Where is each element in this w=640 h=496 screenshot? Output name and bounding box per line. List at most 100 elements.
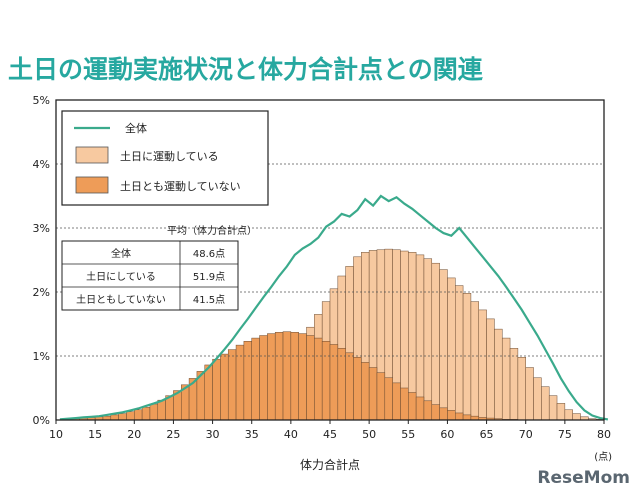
x-tick-label: 20 (127, 428, 141, 441)
bar-inactive (376, 372, 386, 421)
y-tick-label: 1% (33, 350, 50, 363)
bar-inactive (243, 341, 252, 421)
bar-active (455, 285, 464, 421)
legend-label-inactive: 土日とも運動していない (120, 179, 241, 193)
bar-inactive (298, 333, 307, 421)
bar-inactive (439, 407, 448, 421)
x-tick-label: 40 (284, 428, 298, 441)
bar-active (470, 301, 479, 421)
mean-table-title: 平均（体力合計点） (167, 224, 257, 237)
bar-active (478, 309, 487, 421)
bar-inactive (126, 411, 135, 421)
mean-table-box (61, 240, 239, 311)
x-tick-label: 75 (558, 428, 572, 441)
bar-inactive (314, 337, 323, 421)
x-tick-label: 45 (323, 428, 337, 441)
bar-inactive (345, 352, 354, 421)
bar-active (572, 413, 581, 421)
bar-inactive (274, 332, 284, 421)
x-tick-label: 80 (597, 428, 611, 441)
bar-inactive (157, 399, 166, 421)
bar-inactive (408, 392, 417, 421)
bar-inactive (267, 333, 276, 421)
bar-active (548, 395, 558, 421)
bar-active (494, 328, 503, 421)
mean-row-label: 土日にしている (86, 270, 156, 283)
x-tick-label: 15 (88, 428, 102, 441)
legend-label-total: 全体 (125, 121, 147, 135)
mean-row-label: 土日ともしていない (76, 293, 166, 306)
bar-inactive (259, 335, 268, 421)
y-tick-label: 3% (33, 222, 50, 235)
mean-row-value: 51.9点 (193, 271, 225, 283)
bar-active (556, 403, 566, 421)
bar-inactive (134, 409, 143, 421)
mean-row-value: 41.5点 (193, 294, 225, 306)
x-tick-label: 30 (206, 428, 220, 441)
bar-active (431, 262, 440, 421)
bar-inactive (455, 412, 464, 421)
bar-inactive (110, 414, 119, 421)
bar-inactive (415, 396, 425, 421)
bar-inactive (361, 362, 370, 421)
gridlines (56, 163, 604, 357)
bar-inactive (353, 357, 362, 421)
bar-inactive (423, 400, 433, 421)
x-axis-title: 体力合計点 (300, 457, 360, 472)
legend-swatch-inactive (75, 176, 109, 194)
total-series-line (59, 194, 609, 421)
legend-swatch-active (75, 146, 109, 164)
bar-inactive (321, 341, 331, 421)
mean-row-value: 48.6点 (193, 248, 225, 260)
bar-active (423, 258, 433, 421)
bar-inactive (400, 387, 409, 421)
y-tick-label: 4% (33, 158, 50, 171)
x-tick-label: 50 (362, 428, 376, 441)
bar-inactive (368, 367, 378, 421)
bar-inactive (141, 406, 151, 421)
x-tick-label: 10 (49, 428, 63, 441)
x-axis: 10 15 20 25 30 35 40 45 50 55 60 65 70 75 80 (49, 420, 611, 441)
bar-inactive (220, 353, 229, 421)
bar-inactive (290, 332, 299, 421)
bar-inactive (392, 382, 401, 421)
mean-row-label: 全体 (111, 247, 131, 260)
bar-inactive (227, 349, 237, 421)
legend-label-active: 土日に運動している (120, 149, 219, 163)
bar-inactive (462, 414, 472, 421)
chart-title: 土日の運動実施状況と体力合計点との関連 (8, 55, 483, 84)
y-axis: 0% 1% 2% 3% 4% 5% (33, 94, 50, 427)
bar-inactive (337, 348, 346, 421)
y-tick-label: 2% (33, 286, 50, 299)
x-tick-label: 35 (245, 428, 259, 441)
bar-inactive (118, 413, 127, 421)
bar-inactive (306, 335, 315, 421)
bar-active (486, 318, 495, 421)
bar-inactive (212, 358, 221, 421)
bar-inactive (384, 377, 393, 421)
x-axis-unit: (点) (594, 451, 612, 463)
bar-active (533, 377, 542, 421)
bar-inactive (431, 404, 440, 421)
bar-active (462, 293, 472, 421)
bar-inactive (251, 337, 260, 421)
bar-inactive (204, 364, 213, 421)
bar-active (541, 386, 550, 421)
bar-inactive (282, 331, 292, 421)
bar-active (415, 254, 425, 421)
bar-active (509, 348, 519, 421)
bar-active (525, 367, 534, 421)
x-tick-label: 25 (166, 428, 180, 441)
bar-active (564, 409, 573, 421)
bar-inactive (149, 403, 159, 421)
bar-inactive (447, 410, 456, 421)
x-tick-label: 70 (519, 428, 533, 441)
x-tick-label: 60 (440, 428, 454, 441)
legend: 全体 土日に運動している 土日とも運動していない (61, 110, 269, 206)
bar-active (447, 277, 456, 421)
bar-active (501, 337, 511, 421)
bar-active (517, 357, 526, 421)
x-tick-label: 55 (401, 428, 415, 441)
x-tick-label: 65 (480, 428, 494, 441)
